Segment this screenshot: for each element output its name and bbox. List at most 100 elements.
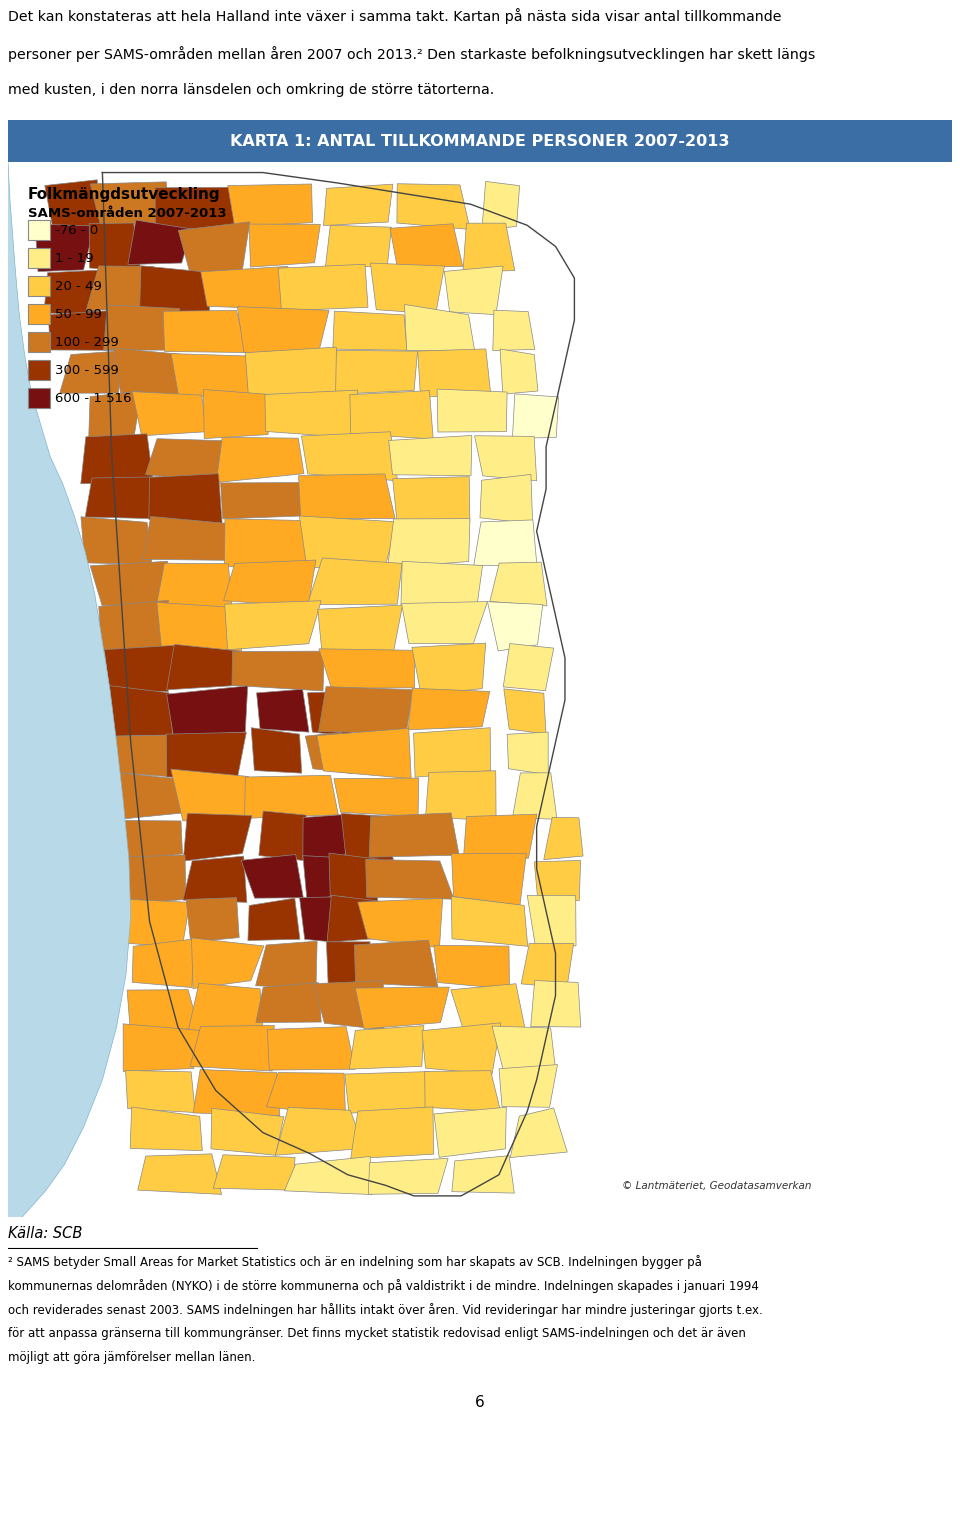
Polygon shape: [267, 1072, 346, 1116]
Polygon shape: [371, 263, 444, 313]
Bar: [28, 332, 50, 351]
Polygon shape: [8, 162, 131, 1217]
Polygon shape: [389, 436, 471, 475]
Polygon shape: [139, 266, 209, 313]
Text: 1 - 19: 1 - 19: [55, 251, 94, 265]
Polygon shape: [463, 223, 515, 273]
Polygon shape: [171, 354, 257, 397]
Polygon shape: [299, 474, 396, 519]
Polygon shape: [327, 895, 381, 942]
Polygon shape: [345, 1072, 429, 1113]
Polygon shape: [190, 1025, 275, 1070]
Polygon shape: [171, 769, 249, 821]
Polygon shape: [183, 813, 252, 861]
Polygon shape: [259, 812, 307, 861]
Polygon shape: [156, 563, 232, 610]
Polygon shape: [480, 474, 533, 524]
Polygon shape: [302, 855, 343, 902]
Polygon shape: [451, 984, 525, 1031]
Polygon shape: [132, 939, 193, 987]
Polygon shape: [425, 771, 496, 821]
Polygon shape: [250, 224, 321, 266]
Polygon shape: [245, 775, 338, 819]
Polygon shape: [255, 983, 322, 1022]
Polygon shape: [317, 728, 411, 778]
Polygon shape: [307, 559, 402, 604]
Text: Folkmängdsutveckling: Folkmängdsutveckling: [28, 188, 221, 201]
Text: 600 - 1 516: 600 - 1 516: [55, 392, 132, 404]
Polygon shape: [500, 348, 538, 394]
Polygon shape: [278, 265, 368, 310]
Text: © Lantmäteriet, Geodatasamverkan: © Lantmäteriet, Geodatasamverkan: [621, 1181, 811, 1190]
Polygon shape: [404, 304, 475, 351]
Polygon shape: [451, 896, 528, 946]
Polygon shape: [86, 266, 154, 310]
Polygon shape: [85, 477, 160, 519]
Polygon shape: [513, 394, 559, 438]
Polygon shape: [307, 692, 352, 737]
Polygon shape: [225, 519, 311, 566]
Polygon shape: [81, 516, 152, 565]
Polygon shape: [300, 516, 396, 568]
Polygon shape: [401, 601, 488, 643]
Polygon shape: [167, 645, 249, 690]
Polygon shape: [414, 728, 491, 777]
Text: kommunernas delområden (NYKO) i de större kommunerna och på valdistrikt i de min: kommunernas delområden (NYKO) i de störr…: [8, 1279, 758, 1293]
Polygon shape: [366, 860, 454, 899]
Polygon shape: [137, 1154, 222, 1195]
Polygon shape: [421, 1023, 501, 1075]
Polygon shape: [166, 733, 247, 778]
Polygon shape: [48, 310, 118, 350]
Polygon shape: [341, 813, 394, 863]
Polygon shape: [128, 220, 192, 265]
Polygon shape: [333, 310, 407, 350]
Text: 300 - 599: 300 - 599: [55, 363, 119, 377]
Polygon shape: [126, 1070, 195, 1113]
Polygon shape: [44, 269, 105, 315]
Polygon shape: [276, 1107, 364, 1155]
Polygon shape: [256, 689, 309, 733]
Polygon shape: [464, 815, 537, 860]
Polygon shape: [355, 987, 449, 1030]
Polygon shape: [252, 728, 301, 774]
Polygon shape: [265, 391, 358, 438]
Polygon shape: [241, 854, 303, 898]
Polygon shape: [183, 855, 247, 902]
Polygon shape: [81, 435, 154, 484]
Bar: [28, 388, 50, 407]
Polygon shape: [8, 162, 131, 1217]
Polygon shape: [543, 818, 583, 860]
Polygon shape: [90, 182, 171, 226]
Text: Källa: SCB: Källa: SCB: [8, 1225, 83, 1240]
Polygon shape: [418, 348, 491, 398]
Polygon shape: [88, 391, 142, 441]
Polygon shape: [123, 1023, 200, 1072]
Polygon shape: [156, 603, 242, 651]
Polygon shape: [105, 645, 178, 692]
Polygon shape: [513, 772, 557, 819]
Text: 50 - 99: 50 - 99: [55, 307, 102, 321]
Polygon shape: [393, 477, 469, 524]
Polygon shape: [111, 772, 181, 819]
Polygon shape: [474, 436, 537, 481]
Text: möjligt att göra jämförelser mellan länen.: möjligt att göra jämförelser mellan läne…: [8, 1350, 255, 1364]
Polygon shape: [149, 474, 222, 524]
Polygon shape: [117, 821, 182, 863]
Polygon shape: [188, 983, 263, 1031]
Polygon shape: [186, 898, 239, 942]
Polygon shape: [504, 689, 546, 734]
Text: SAMS-områden 2007-2013: SAMS-områden 2007-2013: [28, 207, 227, 220]
Polygon shape: [319, 687, 413, 734]
Polygon shape: [507, 733, 548, 775]
Polygon shape: [104, 304, 180, 350]
Polygon shape: [89, 223, 141, 273]
Polygon shape: [232, 651, 324, 690]
Polygon shape: [401, 562, 483, 609]
Polygon shape: [370, 813, 459, 857]
Polygon shape: [408, 689, 490, 730]
Polygon shape: [444, 266, 503, 315]
Polygon shape: [211, 1108, 284, 1155]
Polygon shape: [369, 1158, 448, 1195]
Polygon shape: [434, 1107, 506, 1157]
Polygon shape: [492, 310, 535, 351]
